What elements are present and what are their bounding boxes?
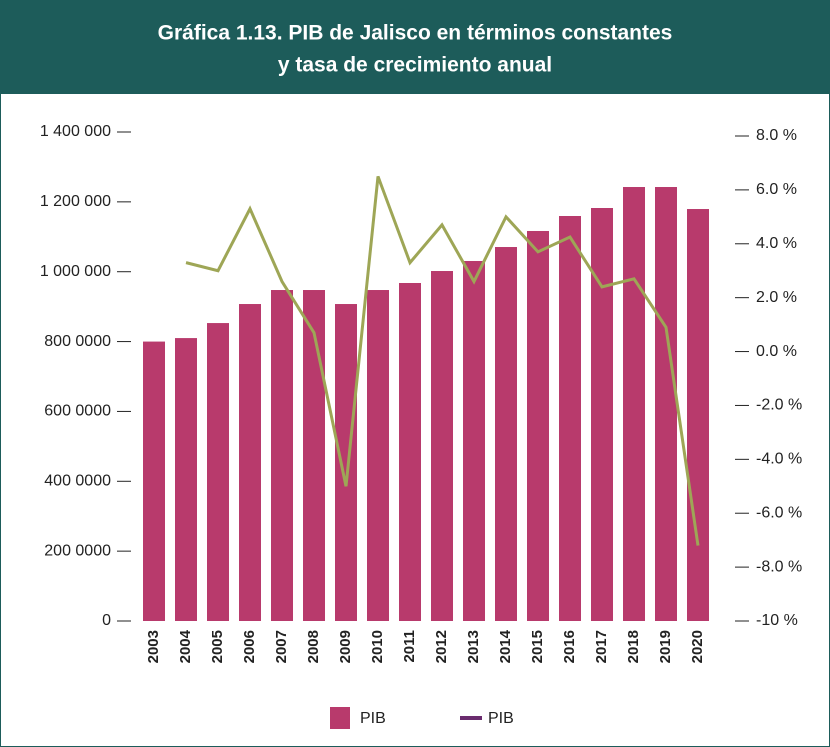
y-tick-label: 600 0000 — [44, 403, 111, 420]
y2-tick-label: -8.0 % — [756, 558, 802, 575]
bar — [271, 290, 293, 621]
bar — [559, 216, 581, 621]
bar — [495, 247, 517, 622]
x-tick-label: 2009 — [337, 630, 354, 663]
bar — [367, 290, 389, 621]
y2-tick-label: -6.0 % — [756, 504, 802, 521]
bar — [431, 271, 453, 621]
x-tick-label: 2019 — [657, 630, 674, 663]
bar — [207, 323, 229, 621]
x-tick-label: 2017 — [593, 630, 610, 663]
y-tick-label: 1 000 000 — [40, 263, 111, 280]
legend-label: PIB — [360, 710, 386, 727]
bar — [623, 187, 645, 621]
y-tick-label: 200 0000 — [44, 542, 111, 559]
bar — [591, 208, 613, 621]
x-tick-label: 2004 — [177, 629, 194, 663]
x-tick-label: 2005 — [209, 630, 226, 663]
chart-title: Gráfica 1.13. PIB de Jalisco en términos… — [158, 22, 673, 45]
y-tick-label: 0 — [102, 612, 111, 629]
bar — [687, 209, 709, 621]
y2-tick-label: -2.0 % — [756, 397, 802, 414]
x-tick-label: 2014 — [497, 629, 514, 663]
x-tick-label: 2010 — [369, 630, 386, 663]
y-tick-label: 800 0000 — [44, 333, 111, 350]
x-tick-label: 2015 — [529, 630, 546, 663]
chart-title: y tasa de crecimiento anual — [278, 54, 552, 77]
x-tick-label: 2020 — [689, 630, 706, 663]
bar — [399, 282, 421, 621]
x-tick-label: 2007 — [273, 630, 290, 663]
bar — [655, 187, 677, 621]
y-tick-label: 1 200 000 — [40, 193, 111, 210]
legend-swatch — [330, 707, 350, 729]
y2-tick-label: 0.0 % — [756, 343, 797, 360]
bar — [303, 290, 325, 621]
x-tick-label: 2016 — [561, 630, 578, 663]
y-tick-label: 1 400 000 — [40, 123, 111, 140]
header — [0, 0, 830, 94]
x-tick-label: 2003 — [145, 630, 162, 663]
y2-tick-label: 8.0 % — [756, 127, 797, 144]
y2-tick-label: -10 % — [756, 612, 798, 629]
bar — [143, 341, 165, 621]
y2-tick-label: -4.0 % — [756, 451, 802, 468]
bar — [335, 304, 357, 621]
line — [185, 175, 700, 546]
y-tick-label: 400 0000 — [44, 473, 111, 490]
bar — [527, 230, 549, 622]
bar — [239, 304, 261, 621]
y2-tick-label: 2.0 % — [756, 289, 797, 306]
y2-tick-label: 4.0 % — [756, 235, 797, 252]
x-tick-label: 2013 — [465, 630, 482, 663]
x-tick-label: 2012 — [433, 630, 450, 663]
bar — [175, 338, 197, 621]
x-tick-label: 2006 — [241, 630, 258, 663]
x-tick-label: 2008 — [305, 630, 322, 663]
x-tick-label: 2011 — [401, 630, 418, 663]
bar — [463, 260, 485, 621]
y2-tick-label: 6.0 % — [756, 181, 797, 198]
x-tick-label: 2018 — [625, 630, 642, 663]
legend-label: PIB — [488, 710, 514, 727]
